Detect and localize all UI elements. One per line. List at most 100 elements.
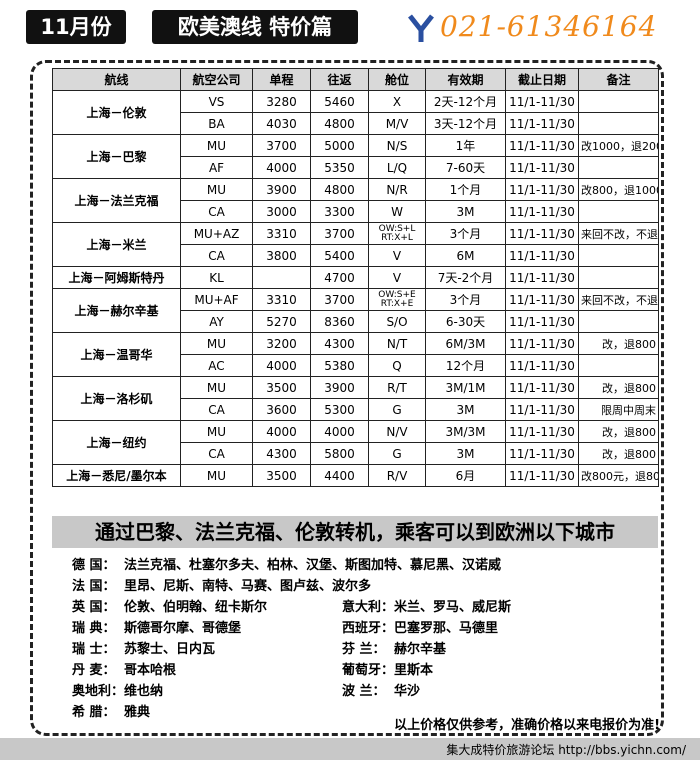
one-way: 3700	[252, 134, 311, 157]
remark	[578, 156, 659, 179]
cities: 雅典	[124, 705, 151, 720]
validity: 3个月	[425, 288, 506, 311]
cities: 伦敦、伯明翰、纽卡斯尔	[124, 600, 268, 615]
column-header: 航线	[52, 68, 181, 91]
route: 上海－赫尔辛基	[52, 288, 181, 333]
frame	[30, 60, 664, 736]
deadline: 11/1-11/30	[505, 310, 579, 333]
country: 波 兰：	[342, 684, 386, 699]
round-trip: 5380	[310, 354, 369, 377]
route: 上海－伦敦	[52, 90, 181, 135]
remark	[578, 112, 659, 135]
one-way: 4300	[252, 442, 311, 465]
deadline: 11/1-11/30	[505, 332, 579, 355]
column-header: 航空公司	[180, 68, 253, 91]
validity: 6M	[425, 244, 506, 267]
deadline: 11/1-11/30	[505, 398, 579, 421]
country-entry: 葡萄牙：里斯本	[342, 661, 433, 681]
class: L/Q	[368, 156, 426, 179]
deadline: 11/1-11/30	[505, 288, 579, 311]
airline: CA	[180, 200, 253, 223]
deadline: 11/1-11/30	[505, 266, 579, 289]
remark: 改，退800	[578, 420, 659, 443]
round-trip: 4000	[310, 420, 369, 443]
validity: 3M	[425, 200, 506, 223]
table-row: 上海－伦敦 VS 3280 5460 X 2天-12个月 11/1-11/30	[52, 90, 659, 135]
remark	[578, 354, 659, 377]
round-trip: 4700	[310, 266, 369, 289]
one-way: 3900	[252, 178, 311, 201]
country-entry: 德 国： 法兰克福、杜塞尔多夫、柏林、汉堡、斯图加特、慕尼黑、汉诺威	[72, 556, 501, 576]
class: S/O	[368, 310, 426, 333]
airline: MU+AF	[180, 288, 253, 311]
footer-bar	[0, 738, 700, 760]
remark: 改1000，退200	[578, 134, 659, 157]
table-row: CA 3000 3300 W 3M 11/1-11/30	[53, 200, 659, 223]
cities: 里斯本	[394, 663, 434, 678]
table-body: 上海－伦敦 VS 3280 5460 X 2天-12个月 11/1-11/30 BA 4030 4…	[52, 90, 659, 487]
country: 法 国：	[72, 579, 116, 594]
round-trip: 4400	[310, 464, 369, 487]
round-trip: 4300	[310, 332, 369, 355]
country-entry: 法 国： 里昂、尼斯、南特、马赛、图卢兹、波尔多	[72, 577, 371, 597]
route: 上海－米兰	[52, 222, 181, 267]
one-way: 4000	[252, 156, 311, 179]
validity: 6月	[425, 464, 506, 487]
remark: 改800元，退800	[578, 464, 659, 487]
cities: 里昂、尼斯、南特、马赛、图卢兹、波尔多	[124, 579, 372, 594]
column-header: 舱位	[368, 68, 426, 91]
cities: 苏黎士、日内瓦	[124, 642, 216, 657]
deadline: 11/1-11/30	[505, 420, 579, 443]
validity: 3M	[425, 398, 506, 421]
remark	[578, 266, 659, 289]
validity: 12个月	[425, 354, 506, 377]
table-row: 上海－巴黎 MU 3700 5000 N/S 1年 11/1-11/30 改1000，退200	[52, 134, 659, 179]
table-row: 上海－米兰 MU+AZ 3310 3700 OW:S+L RT:X+L 3个月 11/1-1…	[52, 222, 659, 267]
one-way: 4030	[252, 112, 311, 135]
remark	[578, 310, 659, 333]
country-entry: 英 国： 伦敦、伯明翰、纽卡斯尔	[72, 598, 267, 618]
remark	[578, 200, 659, 223]
airline: MU	[180, 376, 253, 399]
airline: MU+AZ	[180, 222, 253, 245]
airline: MU	[180, 178, 253, 201]
footer: 集大成特价旅游论坛 http://bbs.yichn.com/	[446, 741, 686, 758]
deadline: 11/1-11/30	[505, 222, 579, 245]
route: 上海－洛杉矶	[52, 376, 181, 421]
country: 丹 麦：	[72, 663, 116, 678]
validity: 2天-12个月	[425, 90, 506, 113]
forum-name: 集大成特价旅游论坛	[446, 743, 555, 757]
country-entry: 意大利：米兰、罗马、威尼斯	[342, 598, 511, 618]
airline: MU	[180, 134, 253, 157]
country-entry: 波 兰： 华沙	[342, 682, 420, 702]
one-way: 4000	[252, 420, 311, 443]
round-trip: 3700	[310, 222, 369, 245]
validity: 6-30天	[425, 310, 506, 333]
table-row: AC 4000 5380 Q 12个月 11/1-11/30	[53, 354, 659, 377]
remark	[578, 90, 659, 113]
validity: 3个月	[425, 222, 506, 245]
column-header: 单程	[252, 68, 311, 91]
remark: 来回不改，不退单	[578, 288, 659, 311]
country: 瑞 士：	[72, 642, 116, 657]
airline: KL	[180, 266, 253, 289]
country-entry: 奥地利：维也纳	[72, 682, 163, 702]
one-way: 3310	[252, 288, 311, 311]
remark	[578, 244, 659, 267]
country: 西班牙：	[342, 621, 395, 636]
cities: 赫尔辛基	[394, 642, 447, 657]
airline: MU	[180, 332, 253, 355]
class: Q	[368, 354, 426, 377]
country-entry: 希 腊： 雅典	[72, 703, 150, 723]
country: 德 国：	[72, 558, 116, 573]
validity: 3M/3M	[425, 420, 506, 443]
class: M/V	[368, 112, 426, 135]
table-row: CA 3600 5300 G 3M 11/1-11/30 限周中周末	[53, 398, 659, 421]
airline: AY	[180, 310, 253, 333]
remark: 改，退800	[578, 376, 659, 399]
table-row: AY 5270 8360 S/O 6-30天 11/1-11/30	[53, 310, 659, 333]
round-trip: 5800	[310, 442, 369, 465]
class: G	[368, 398, 426, 421]
class: R/V	[368, 464, 426, 487]
class: X	[368, 90, 426, 113]
